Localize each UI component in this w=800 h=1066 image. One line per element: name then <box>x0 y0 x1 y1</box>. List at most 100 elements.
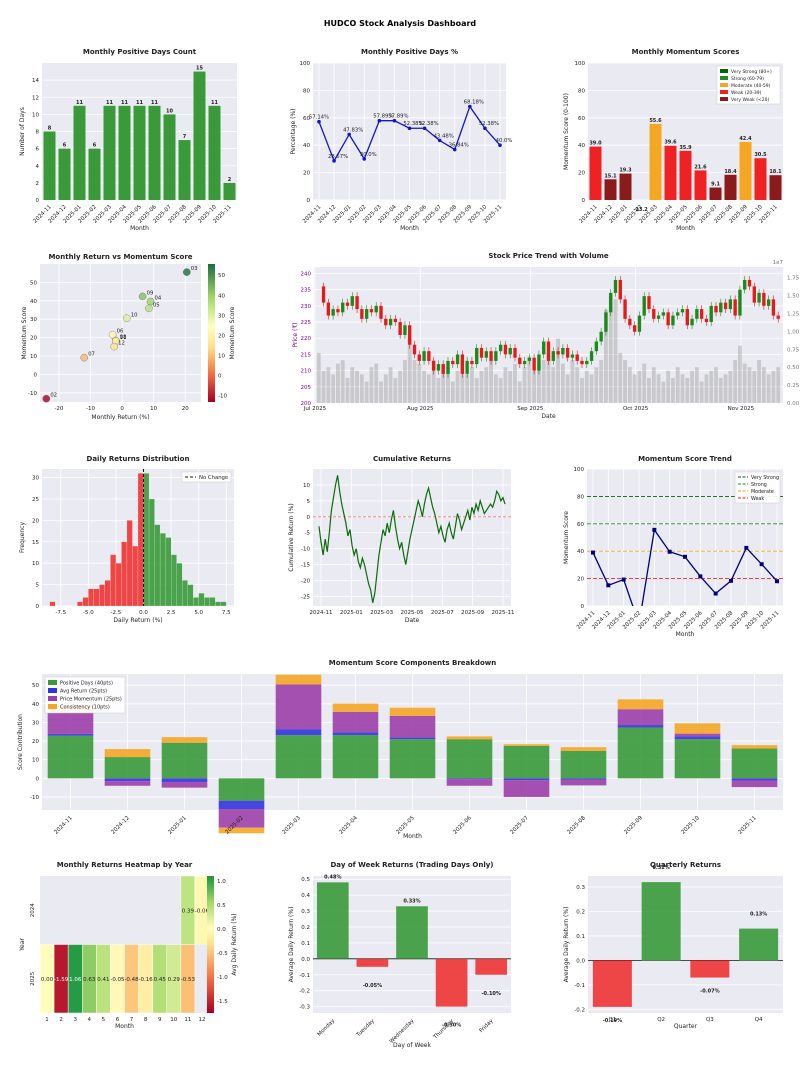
bar <box>316 882 349 959</box>
candle-body <box>743 279 747 290</box>
volume-bar <box>503 367 508 403</box>
x-tick-label: 2025-05 <box>401 610 424 616</box>
colorbar-tick-label: -0.5 <box>217 951 228 957</box>
colorbar-tick-label: 10 <box>218 353 225 359</box>
x-tick-label: 5 <box>102 1017 106 1023</box>
volume-bar <box>632 374 637 403</box>
bar <box>356 958 389 967</box>
histogram-bar <box>143 473 150 607</box>
volume-bar <box>551 367 556 403</box>
candle-body <box>752 286 756 303</box>
stacked-bar-segment <box>275 674 322 685</box>
data-point <box>407 126 412 131</box>
y-tick-label: 8 <box>36 130 40 136</box>
x-tick-label: 10 <box>150 406 157 412</box>
chart-daily-returns-dist: 0 5 10 15 20 25 30 -7.5 -5.0 -2.5 0.0 2.5 5.0 7.5 No C… <box>19 455 234 624</box>
data-label: 57.89% <box>388 114 408 120</box>
volume-bar <box>379 381 383 403</box>
y-axis-label: Average Daily Return (%) <box>563 907 570 983</box>
volume-bar <box>685 377 690 403</box>
bar-value-label: -0.07% <box>700 989 719 995</box>
scatter-point <box>80 353 88 362</box>
bar <box>163 114 176 200</box>
candle-body <box>331 309 335 316</box>
volume-bar <box>541 360 546 403</box>
stacked-bar-segment <box>218 778 265 801</box>
volume-bar <box>465 374 470 403</box>
y-tick-label: 0 <box>307 198 311 204</box>
data-point <box>606 583 611 588</box>
chart-price-trend: 200 205 210 215 220 225 230 235 240 0.00 0.25 0.50 0… <box>292 252 800 420</box>
x-tick-label: -5.0 <box>83 610 94 616</box>
candle-body <box>556 351 560 355</box>
bar-value-label: 0.32% <box>652 865 669 871</box>
y-tick-label: 25 <box>32 497 39 503</box>
data-point <box>652 527 657 532</box>
chart-momentum-scores: 0 20 40 60 80 100 39.0 15.119.3 -13.2 55.6 39.635.… <box>563 48 783 232</box>
y-axis-label: Score Contribution <box>17 714 24 770</box>
candle-body <box>451 360 455 365</box>
data-point <box>377 118 382 123</box>
y-tick-label: 0.0 <box>576 958 585 964</box>
volume-bar <box>661 381 666 403</box>
histogram-bar <box>193 597 199 607</box>
candle-body <box>498 344 503 352</box>
volume-bar <box>738 345 742 403</box>
candle-body <box>589 351 594 361</box>
dashboard-title: HUDCO Stock Analysis Dashboard <box>324 19 477 28</box>
heatmap-empty-cell <box>54 876 68 945</box>
volume-bar <box>690 370 694 403</box>
volume-bar <box>532 370 537 403</box>
histogram-bar <box>198 593 205 607</box>
volume-bar <box>747 367 752 403</box>
x-tick-label: Q2 <box>657 1017 665 1023</box>
y-tick-label: -5 <box>305 531 311 537</box>
candle-body <box>403 325 407 335</box>
candle-body <box>532 357 536 371</box>
x-tick-label: 2025-07 <box>431 610 454 616</box>
candle-body <box>417 354 421 361</box>
volume-bar <box>761 367 766 403</box>
x-tick-label: 7 <box>130 1017 134 1023</box>
y-tick-label: 10 <box>30 354 37 360</box>
data-label: 47.83% <box>343 127 363 133</box>
stacked-bar-segment <box>332 711 379 733</box>
histogram-bar <box>220 601 227 607</box>
stacked-bar-segment <box>104 757 151 779</box>
volume-bar <box>450 381 455 403</box>
candle-body <box>704 318 709 323</box>
histogram-bar <box>165 537 172 607</box>
legend-label: Moderate (40-59) <box>731 83 771 89</box>
volume-bar <box>398 370 403 403</box>
y-tick-label: 14 <box>32 78 39 84</box>
chart-title: Daily Returns Distribution <box>87 455 190 463</box>
legend: No Change <box>181 471 232 483</box>
x-tick-label: 2025-11 <box>737 815 757 835</box>
point-label: 04 <box>154 296 161 302</box>
colorbar-tick-label: -1.0 <box>217 975 228 981</box>
data-point <box>667 549 672 554</box>
candle-body <box>762 292 766 306</box>
data-point <box>468 104 472 109</box>
volume-bar <box>704 374 709 403</box>
candle-body <box>647 296 651 310</box>
y-tick-label: 0.1 <box>576 934 585 940</box>
bar-value-label: 42.4 <box>739 136 752 142</box>
y-tick-label: 60 <box>303 116 310 122</box>
chart-title: Stock Price Trend with Volume <box>488 252 609 260</box>
x-tick-label: Aug 2025 <box>407 406 434 412</box>
bar-value-label: 19.3 <box>619 168 632 174</box>
point-label: 11 <box>120 335 127 341</box>
candle-body <box>326 302 331 316</box>
x-tick-label: 20 <box>182 406 189 412</box>
colorbar-tick-label: 30 <box>218 313 225 319</box>
data-point <box>347 132 351 137</box>
heatmap-cell-label: -0.06 <box>195 908 210 914</box>
bar <box>619 173 632 200</box>
bar <box>133 105 146 200</box>
y-tick-label: 100 <box>300 61 311 67</box>
volume-tick-label: 0.25 <box>787 383 800 389</box>
candle-body <box>446 360 450 374</box>
volume-bar <box>345 377 350 403</box>
heatmap-empty-cell <box>139 876 153 945</box>
